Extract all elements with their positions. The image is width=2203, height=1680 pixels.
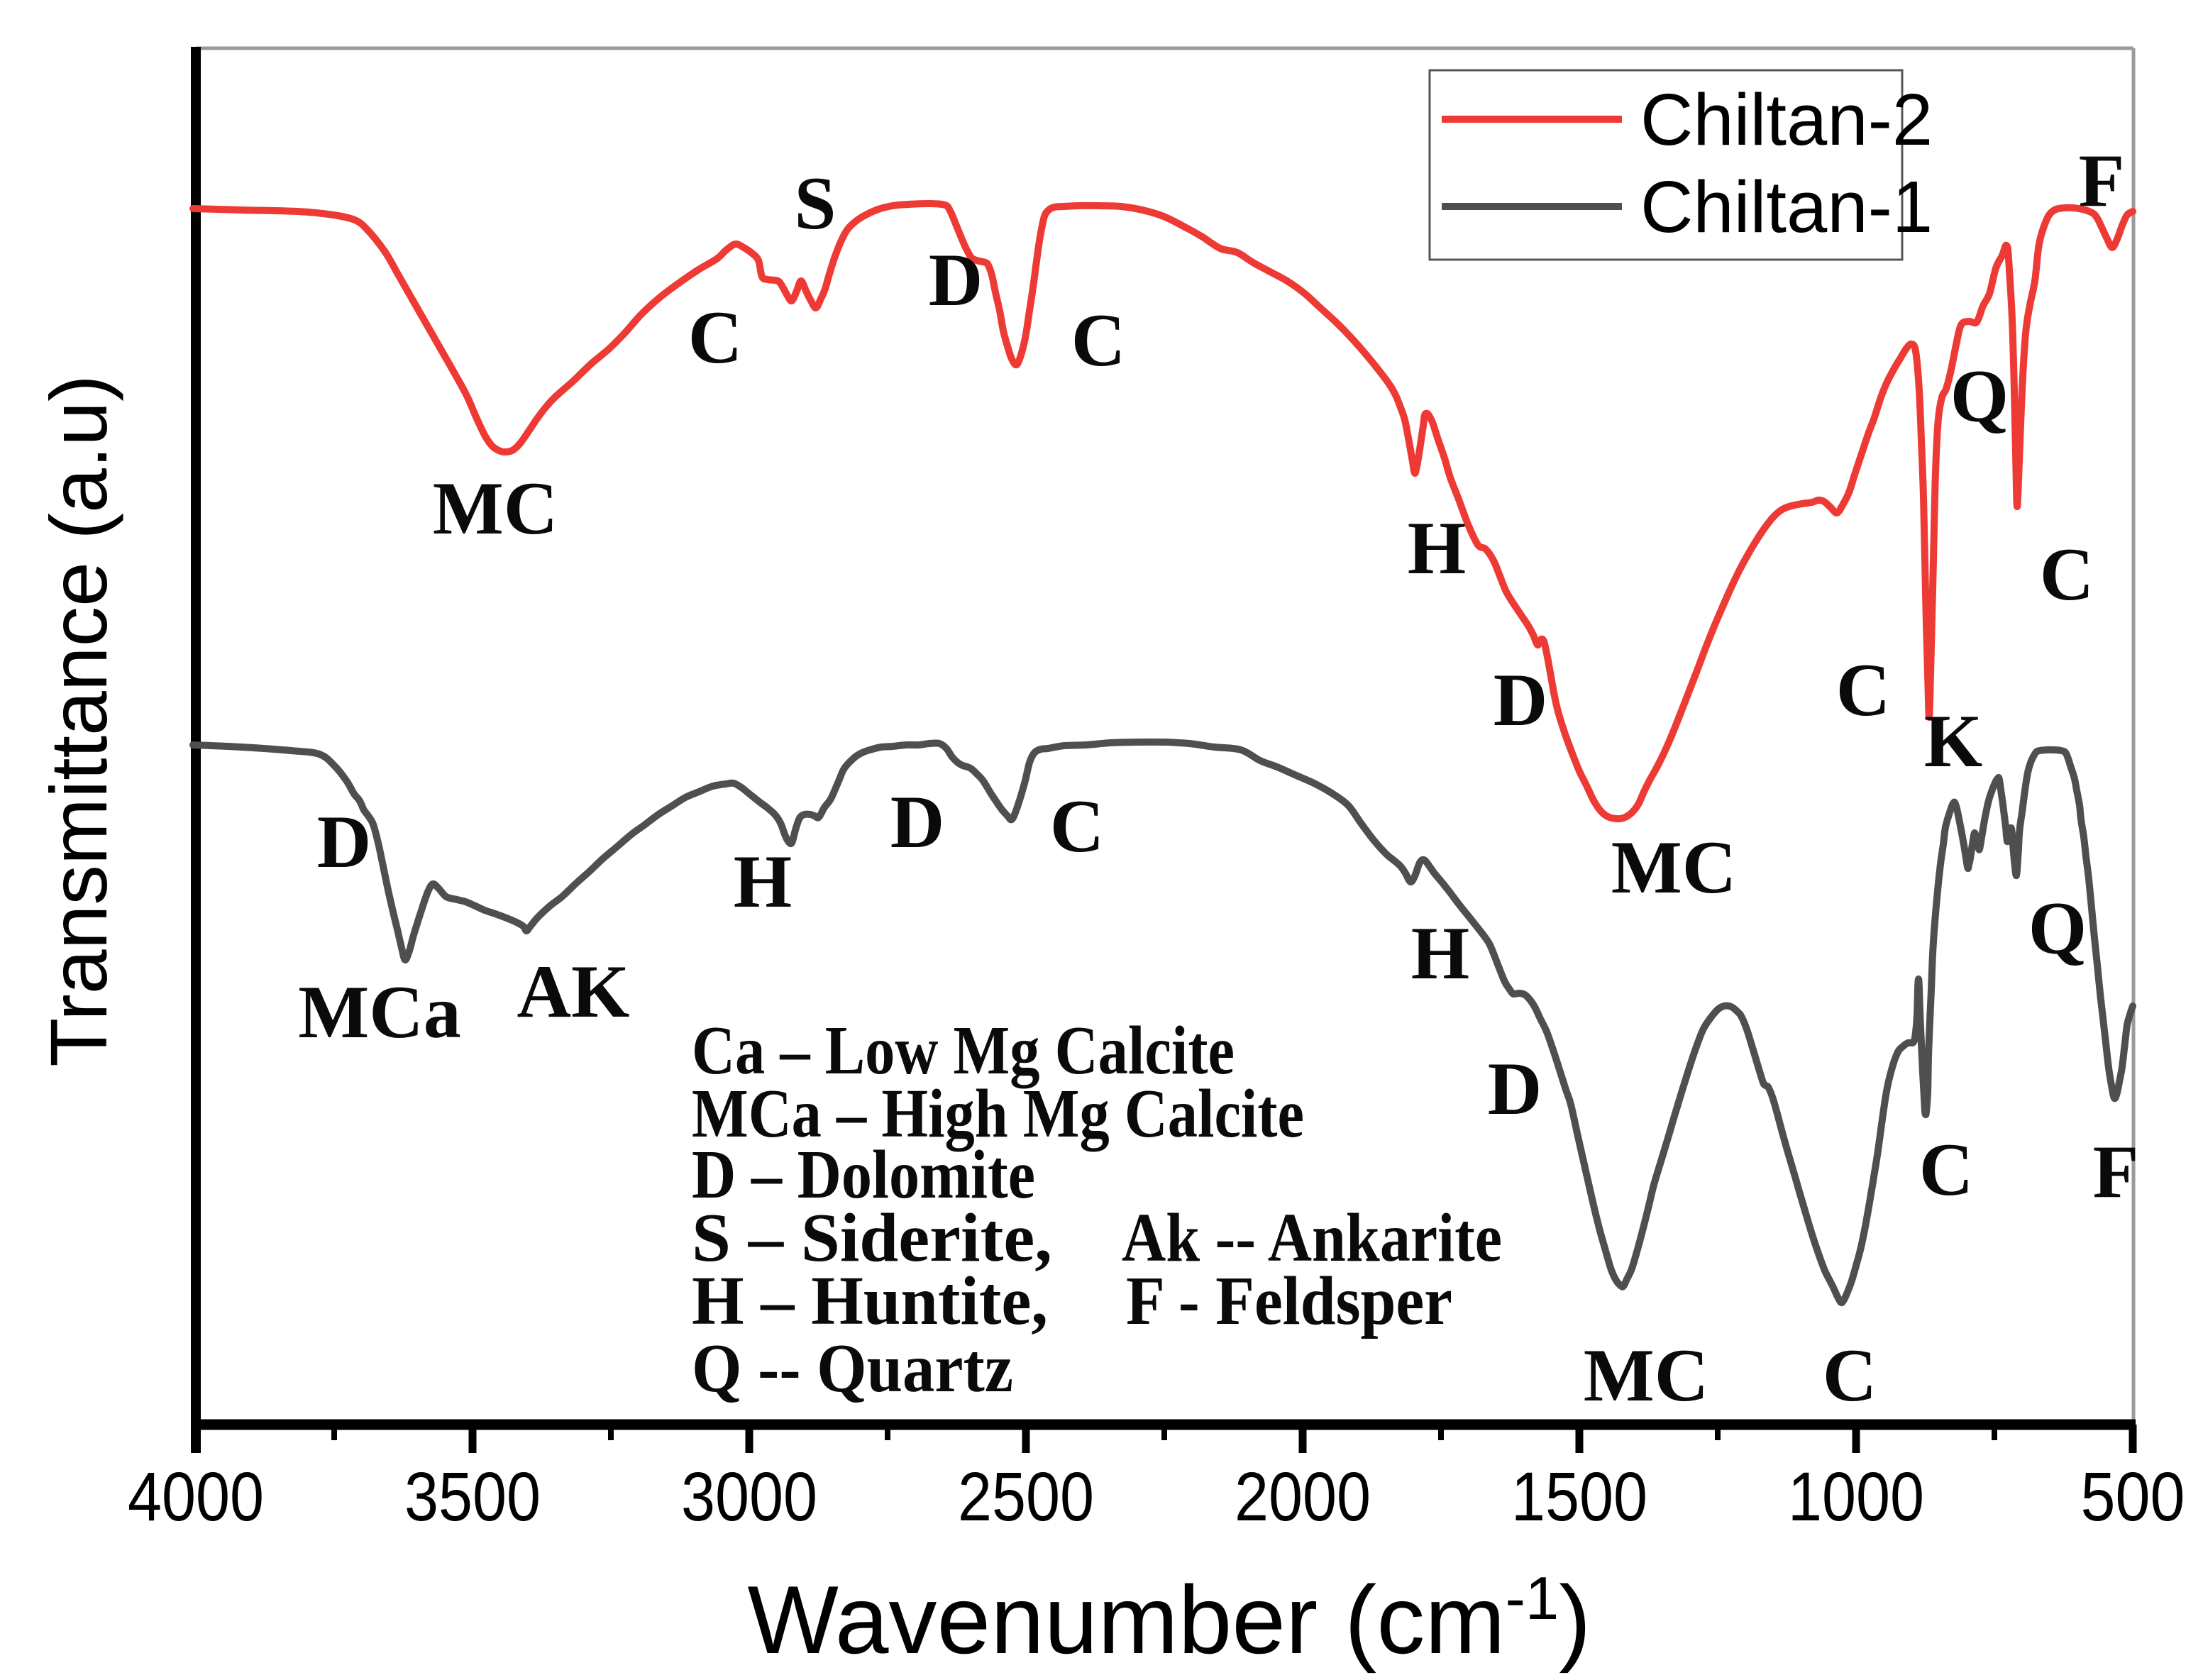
svg-text:Q -- Quartz: Q -- Quartz — [692, 1330, 1013, 1406]
svg-text:H – Huntite,: H – Huntite, — [692, 1263, 1048, 1339]
svg-text:C: C — [2040, 533, 2094, 616]
svg-text:Q: Q — [2028, 887, 2087, 970]
svg-text:4000: 4000 — [128, 1458, 264, 1535]
svg-text:MC: MC — [433, 467, 558, 550]
svg-text:1500: 1500 — [1511, 1458, 1647, 1535]
svg-text:2000: 2000 — [1235, 1458, 1371, 1535]
svg-text:Chiltan-1: Chiltan-1 — [1640, 166, 1933, 248]
svg-text:Transmittance (a.u): Transmittance (a.u) — [34, 375, 123, 1066]
svg-text:Chiltan-2: Chiltan-2 — [1640, 79, 1933, 160]
svg-text:Ak -- Ankarite: Ak -- Ankarite — [1122, 1200, 1502, 1276]
svg-text:3000: 3000 — [681, 1458, 817, 1535]
svg-text:F - Feldsper: F - Feldsper — [1126, 1263, 1452, 1339]
svg-text:C: C — [1836, 648, 1891, 731]
svg-text:C: C — [1919, 1128, 1974, 1211]
svg-text:H: H — [1408, 507, 1466, 590]
svg-text:MC: MC — [1584, 1334, 1709, 1417]
svg-text:D: D — [929, 238, 983, 321]
svg-text:D: D — [1493, 658, 1548, 741]
svg-text:AK: AK — [517, 950, 630, 1033]
svg-text:D: D — [890, 780, 945, 863]
svg-text:3500: 3500 — [404, 1458, 541, 1535]
svg-text:S – Siderite,: S – Siderite, — [692, 1200, 1052, 1276]
svg-text:C: C — [688, 296, 743, 379]
svg-text:Wavenumber (cm-1): Wavenumber (cm-1) — [748, 1565, 1591, 1674]
svg-text:C: C — [1071, 299, 1126, 382]
svg-text:F: F — [2079, 139, 2125, 222]
svg-text:D – Dolomite: D – Dolomite — [692, 1137, 1035, 1212]
svg-text:K: K — [1924, 700, 1982, 783]
svg-text:2500: 2500 — [958, 1458, 1094, 1535]
svg-text:F: F — [2093, 1130, 2139, 1213]
svg-text:D: D — [317, 800, 372, 883]
svg-text:C: C — [1050, 785, 1105, 868]
svg-text:C: C — [1823, 1334, 1877, 1417]
svg-text:MCa: MCa — [298, 971, 461, 1054]
svg-text:Q: Q — [1950, 355, 2009, 438]
svg-text:500: 500 — [2081, 1458, 2185, 1535]
svg-text:MC: MC — [1611, 826, 1737, 909]
svg-text:H: H — [1411, 912, 1469, 995]
svg-text:MCa – High Mg Calcite: MCa – High Mg Calcite — [692, 1076, 1304, 1151]
svg-text:D: D — [1488, 1047, 1542, 1130]
svg-text:Ca – Low Mg Calcite: Ca – Low Mg Calcite — [692, 1012, 1235, 1088]
svg-text:H: H — [734, 840, 792, 923]
svg-text:1000: 1000 — [1788, 1458, 1924, 1535]
svg-text:S: S — [795, 162, 837, 245]
